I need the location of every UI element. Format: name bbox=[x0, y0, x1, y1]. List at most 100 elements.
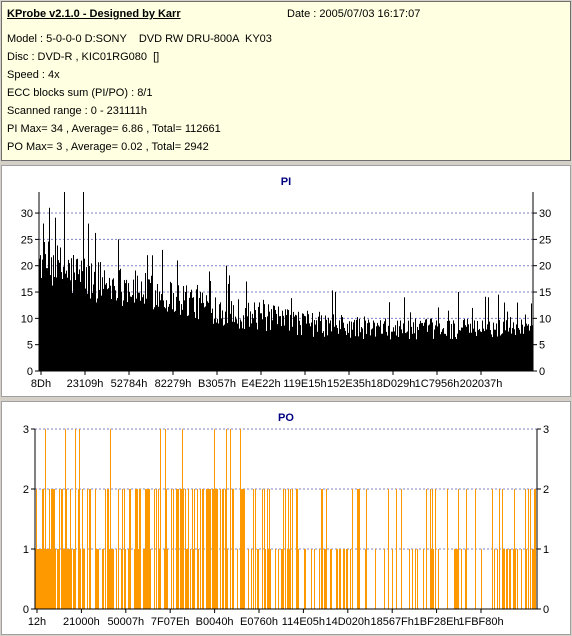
bar bbox=[257, 329, 258, 371]
bar bbox=[228, 283, 229, 371]
bar bbox=[392, 331, 393, 371]
bar bbox=[178, 489, 179, 609]
bar bbox=[319, 311, 320, 371]
bar bbox=[433, 549, 434, 609]
bar bbox=[149, 279, 150, 371]
bar bbox=[160, 429, 161, 609]
bar bbox=[161, 293, 162, 371]
bar bbox=[160, 300, 161, 371]
bar bbox=[69, 263, 70, 371]
bar bbox=[463, 320, 464, 371]
bar bbox=[344, 327, 345, 371]
bar bbox=[415, 318, 416, 371]
bar bbox=[66, 270, 67, 371]
bar bbox=[524, 326, 525, 371]
bar bbox=[502, 333, 503, 371]
bar bbox=[279, 316, 280, 371]
bar bbox=[454, 323, 455, 371]
y-tick-label-right: 10 bbox=[539, 313, 551, 325]
bar bbox=[83, 192, 84, 371]
bar bbox=[165, 429, 166, 609]
bar bbox=[474, 320, 475, 371]
bar bbox=[125, 283, 126, 371]
bar bbox=[181, 304, 182, 371]
bar bbox=[456, 339, 457, 371]
bar bbox=[62, 279, 63, 371]
bar bbox=[396, 335, 397, 371]
bar bbox=[316, 320, 317, 371]
bar bbox=[321, 489, 322, 609]
bar bbox=[421, 323, 422, 371]
bar bbox=[83, 549, 84, 609]
bar bbox=[136, 298, 137, 371]
bar bbox=[198, 549, 199, 609]
bar bbox=[58, 549, 59, 609]
bar bbox=[449, 320, 450, 371]
bar bbox=[480, 331, 481, 371]
bar bbox=[347, 549, 348, 609]
bar bbox=[220, 489, 221, 609]
series-bars bbox=[39, 192, 533, 371]
bar bbox=[146, 489, 147, 609]
bar bbox=[47, 549, 48, 609]
bar bbox=[40, 549, 41, 609]
bar bbox=[214, 318, 215, 371]
bar bbox=[268, 304, 269, 371]
bar bbox=[209, 489, 210, 609]
bar bbox=[216, 489, 217, 609]
bar bbox=[522, 324, 523, 371]
bar bbox=[503, 549, 504, 609]
bar bbox=[355, 336, 356, 371]
bar bbox=[458, 292, 459, 371]
bar bbox=[132, 295, 133, 371]
bar bbox=[434, 329, 435, 371]
bar bbox=[438, 549, 439, 609]
bar bbox=[54, 489, 55, 609]
bar bbox=[506, 549, 507, 609]
bar bbox=[409, 338, 410, 371]
bar bbox=[138, 549, 139, 609]
x-tick-label: 152E35h bbox=[327, 378, 371, 390]
bar bbox=[43, 223, 44, 371]
bar bbox=[445, 333, 446, 371]
bar bbox=[208, 302, 209, 371]
x-tick-label: 202037h bbox=[460, 378, 503, 390]
bar bbox=[514, 329, 515, 371]
bar bbox=[390, 339, 391, 371]
bar bbox=[154, 307, 155, 371]
bar bbox=[324, 549, 325, 609]
bar bbox=[192, 297, 193, 371]
bar bbox=[64, 549, 65, 609]
bar bbox=[303, 313, 304, 371]
y-tick-label-left: 0 bbox=[27, 366, 33, 378]
bar bbox=[168, 306, 169, 371]
bar bbox=[456, 549, 457, 609]
bar bbox=[352, 489, 353, 609]
bar bbox=[288, 489, 289, 609]
bar bbox=[148, 489, 149, 609]
y-tick-label-right: 2 bbox=[543, 484, 549, 496]
bar bbox=[488, 297, 489, 371]
scan-date: Date : 2005/07/03 16:17:07 bbox=[287, 8, 421, 20]
bar bbox=[75, 280, 76, 371]
bar bbox=[150, 282, 151, 371]
bar bbox=[233, 489, 234, 609]
bar bbox=[285, 489, 286, 609]
bar bbox=[412, 333, 413, 371]
bar bbox=[233, 305, 234, 371]
bar bbox=[227, 549, 228, 609]
bar bbox=[48, 549, 49, 609]
bar bbox=[189, 297, 190, 371]
bar bbox=[432, 489, 433, 609]
bar bbox=[467, 318, 468, 371]
bar bbox=[493, 322, 494, 371]
bar bbox=[350, 337, 351, 371]
bar bbox=[140, 489, 141, 609]
bar bbox=[494, 329, 495, 371]
x-tick-label: 114E05h bbox=[282, 616, 325, 628]
bar bbox=[332, 290, 333, 371]
bar bbox=[223, 489, 224, 609]
bar bbox=[294, 316, 295, 371]
bar bbox=[176, 489, 177, 609]
bar bbox=[103, 549, 104, 609]
